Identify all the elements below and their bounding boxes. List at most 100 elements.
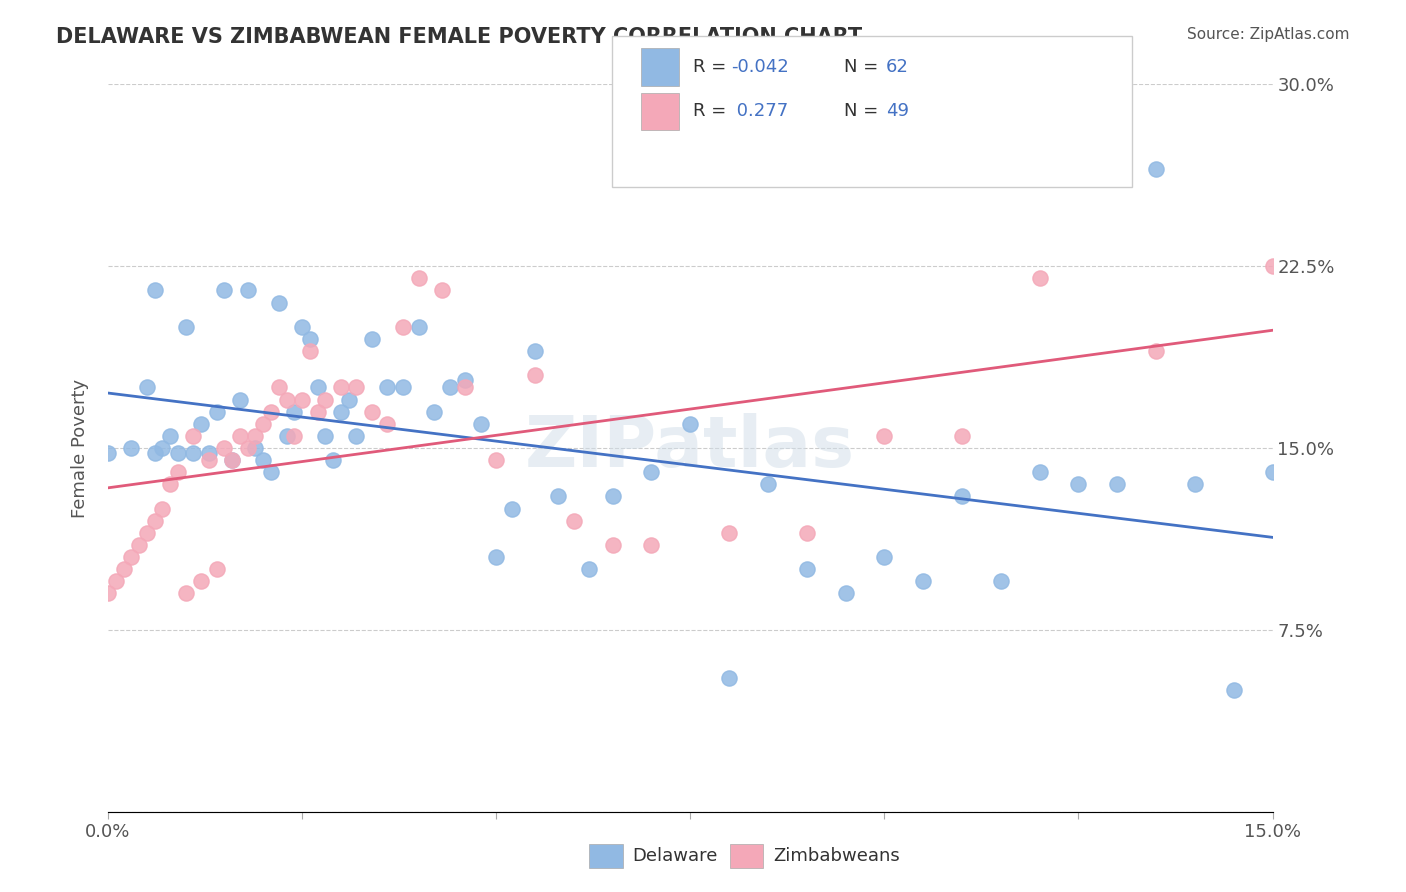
Text: DELAWARE VS ZIMBABWEAN FEMALE POVERTY CORRELATION CHART: DELAWARE VS ZIMBABWEAN FEMALE POVERTY CO… — [56, 27, 862, 46]
Point — [950, 429, 973, 443]
Point — [314, 429, 336, 443]
Point — [159, 477, 181, 491]
Point — [245, 429, 267, 443]
Point — [291, 319, 314, 334]
Point — [283, 404, 305, 418]
Point — [718, 525, 741, 540]
Point — [1261, 465, 1284, 479]
Point — [150, 441, 173, 455]
Text: Delaware: Delaware — [633, 847, 718, 865]
Point — [167, 446, 190, 460]
Point — [252, 453, 274, 467]
Point — [602, 490, 624, 504]
Point — [236, 441, 259, 455]
Point — [756, 477, 779, 491]
Point — [796, 525, 818, 540]
Point — [291, 392, 314, 407]
Point — [408, 319, 430, 334]
Point — [1028, 271, 1050, 285]
Point — [640, 538, 662, 552]
Point — [423, 404, 446, 418]
Text: Zimbabweans: Zimbabweans — [773, 847, 900, 865]
Point — [1144, 344, 1167, 359]
Text: N =: N = — [844, 58, 883, 76]
Point — [392, 380, 415, 394]
Point — [329, 404, 352, 418]
Text: Source: ZipAtlas.com: Source: ZipAtlas.com — [1187, 27, 1350, 42]
Point — [524, 344, 547, 359]
Point — [183, 446, 205, 460]
Point — [229, 429, 252, 443]
Text: ZIPatlas: ZIPatlas — [526, 414, 855, 483]
Point — [245, 441, 267, 455]
Y-axis label: Female Poverty: Female Poverty — [72, 378, 89, 517]
Point — [283, 429, 305, 443]
Point — [298, 344, 321, 359]
Text: R =: R = — [693, 103, 733, 120]
Point — [1222, 683, 1244, 698]
Point — [602, 538, 624, 552]
Point — [174, 319, 197, 334]
Point — [454, 373, 477, 387]
Point — [1107, 477, 1129, 491]
Point — [267, 380, 290, 394]
Point — [260, 404, 283, 418]
Text: 49: 49 — [886, 103, 908, 120]
Point — [120, 549, 142, 564]
Point — [578, 562, 600, 576]
Point — [128, 538, 150, 552]
Point — [990, 574, 1012, 589]
Point — [104, 574, 127, 589]
Point — [1184, 477, 1206, 491]
Point — [183, 429, 205, 443]
Point — [190, 417, 212, 431]
Point — [150, 501, 173, 516]
Point — [143, 514, 166, 528]
Point — [361, 404, 384, 418]
Point — [524, 368, 547, 383]
Point — [143, 284, 166, 298]
Point — [950, 490, 973, 504]
Point — [221, 453, 243, 467]
Point — [298, 332, 321, 346]
Point — [252, 417, 274, 431]
Point — [205, 404, 228, 418]
Point — [112, 562, 135, 576]
Point — [346, 380, 368, 394]
Point — [190, 574, 212, 589]
Point — [214, 441, 236, 455]
Point — [718, 671, 741, 685]
Text: -0.042: -0.042 — [731, 58, 789, 76]
Point — [135, 380, 157, 394]
Point — [198, 446, 221, 460]
Point — [167, 465, 190, 479]
Point — [221, 453, 243, 467]
Point — [470, 417, 492, 431]
Text: N =: N = — [844, 103, 883, 120]
Point — [322, 453, 344, 467]
Text: 0.277: 0.277 — [731, 103, 789, 120]
Point — [97, 586, 120, 600]
Point — [159, 429, 181, 443]
Point — [912, 574, 935, 589]
Point — [834, 586, 856, 600]
Point — [346, 429, 368, 443]
Point — [267, 295, 290, 310]
Point — [454, 380, 477, 394]
Point — [796, 562, 818, 576]
Point — [174, 586, 197, 600]
Point — [120, 441, 142, 455]
Point — [547, 490, 569, 504]
Point — [439, 380, 461, 394]
Point — [1261, 259, 1284, 273]
Point — [679, 417, 702, 431]
Point — [307, 404, 329, 418]
Point — [143, 446, 166, 460]
Point — [485, 549, 508, 564]
Point — [198, 453, 221, 467]
Point — [337, 392, 360, 407]
Point — [640, 465, 662, 479]
Text: R =: R = — [693, 58, 733, 76]
Point — [1144, 162, 1167, 177]
Point — [361, 332, 384, 346]
